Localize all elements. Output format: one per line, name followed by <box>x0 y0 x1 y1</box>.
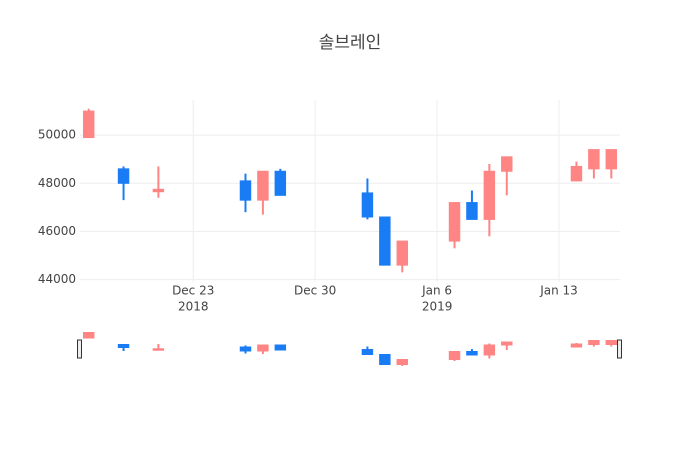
candle-body <box>570 165 583 182</box>
x-tick-label: Jan 13 <box>539 284 578 298</box>
candle-body <box>466 351 478 356</box>
candle-body <box>361 349 374 355</box>
candle-body <box>274 344 287 351</box>
candle-body <box>361 192 374 218</box>
slider-handle[interactable] <box>617 339 622 359</box>
x-tick-year: 2018 <box>178 300 209 314</box>
y-tick-label: 46000 <box>38 224 76 238</box>
candle-body <box>501 156 513 172</box>
candle-body <box>117 344 130 348</box>
y-tick-label: 48000 <box>38 176 76 190</box>
x-tick-year: 2019 <box>422 300 453 314</box>
y-tick-label: 44000 <box>38 272 76 286</box>
candle-body <box>466 202 478 220</box>
candle-body <box>501 341 513 346</box>
candle-body <box>239 180 252 201</box>
plot <box>82 108 618 273</box>
candle-body <box>82 110 95 139</box>
x-tick-label: Dec 30 <box>294 284 336 298</box>
x-tick-label: Jan 6 <box>421 284 452 298</box>
candle-body <box>448 351 461 360</box>
candle-body <box>257 170 269 201</box>
y-tick-label: 50000 <box>38 128 76 142</box>
candle-body <box>588 149 600 170</box>
candle-body <box>257 344 269 352</box>
candle-body <box>274 170 287 196</box>
candle-body <box>152 188 165 193</box>
range-slider <box>77 330 622 368</box>
candle-body <box>379 216 391 266</box>
candle-body <box>82 332 95 339</box>
slider-bg <box>80 330 620 368</box>
slider-handle[interactable] <box>77 339 82 359</box>
candle-body <box>605 340 618 345</box>
candle-body <box>483 344 496 356</box>
candle-body <box>152 348 165 351</box>
chart-title: 솔브레인 <box>319 33 382 53</box>
candle-body <box>605 149 618 170</box>
candle-body <box>117 168 130 184</box>
candle-body <box>379 354 391 365</box>
candle-body <box>483 170 496 220</box>
x-tick-label: Dec 23 <box>172 284 214 298</box>
candle-body <box>396 240 408 266</box>
candle-body <box>570 343 583 348</box>
candle-body <box>588 340 600 345</box>
candle-body <box>448 202 461 242</box>
candle-body <box>239 346 252 352</box>
candle-body <box>396 359 408 365</box>
